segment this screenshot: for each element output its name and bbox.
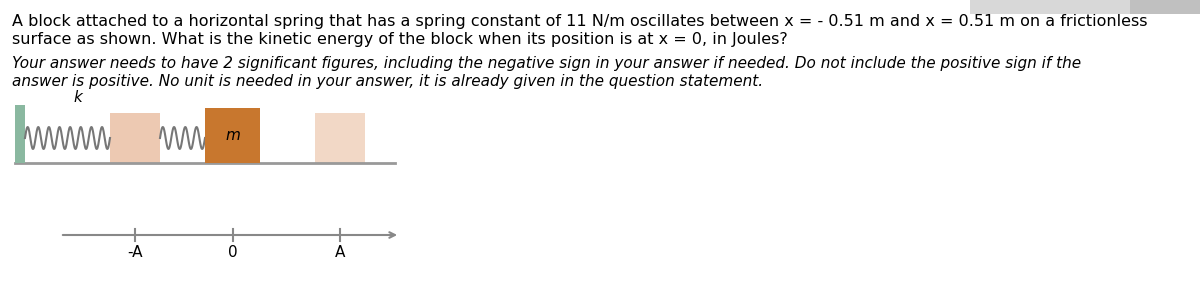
FancyBboxPatch shape — [314, 113, 365, 163]
FancyBboxPatch shape — [110, 113, 160, 163]
Text: 0: 0 — [228, 245, 238, 260]
Text: answer is positive. No unit is needed in your answer, it is already given in the: answer is positive. No unit is needed in… — [12, 74, 763, 89]
Text: A: A — [335, 245, 346, 260]
Text: surface as shown. What is the kinetic energy of the block when its position is a: surface as shown. What is the kinetic en… — [12, 32, 787, 47]
FancyBboxPatch shape — [1130, 0, 1200, 14]
Text: m: m — [226, 128, 240, 143]
FancyBboxPatch shape — [14, 105, 25, 163]
FancyBboxPatch shape — [970, 0, 1130, 14]
Text: -A: -A — [127, 245, 143, 260]
FancyBboxPatch shape — [205, 108, 260, 163]
Text: Your answer needs to have 2 significant figures, including the negative sign in : Your answer needs to have 2 significant … — [12, 56, 1081, 71]
Text: A block attached to a horizontal spring that has a spring constant of 11 N/m osc: A block attached to a horizontal spring … — [12, 14, 1147, 29]
Text: k: k — [73, 90, 82, 105]
